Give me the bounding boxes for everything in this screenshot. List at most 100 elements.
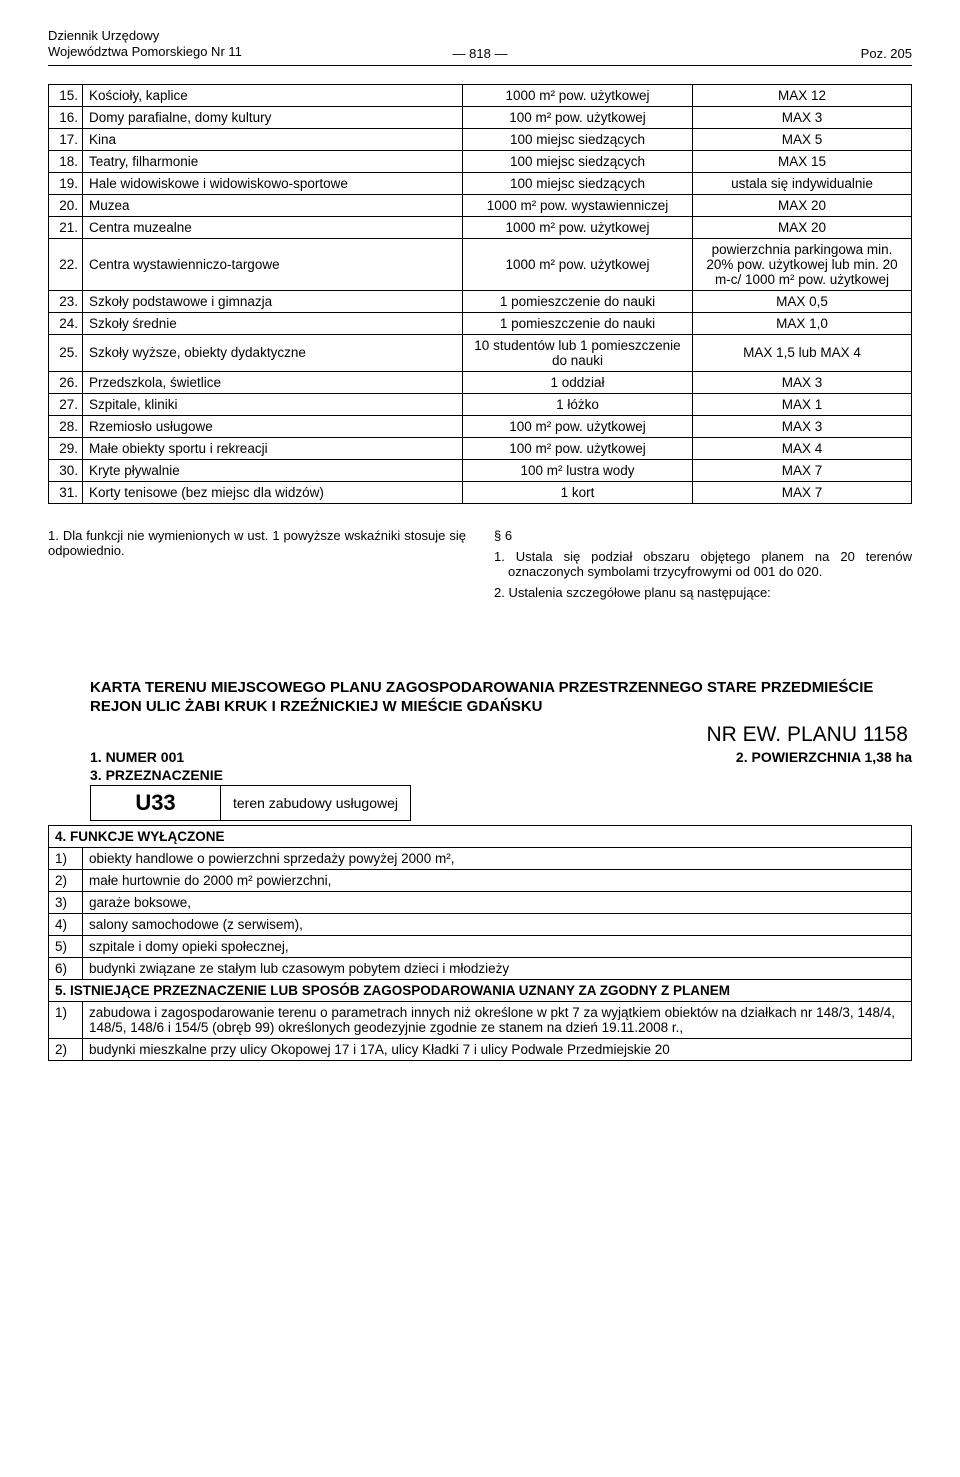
row-limit: MAX 7 xyxy=(693,459,912,481)
row-name: Szpitale, kliniki xyxy=(83,393,463,415)
item-index: 2) xyxy=(49,1038,83,1060)
list-item: 4)salony samochodowe (z serwisem), xyxy=(49,913,912,935)
table-row: 21.Centra muzealne1000 m² pow. użytkowej… xyxy=(49,216,912,238)
row-name: Hale widowiskowe i widowiskowo-sportowe xyxy=(83,172,463,194)
list-item: 5)szpitale i domy opieki społecznej, xyxy=(49,935,912,957)
row-number: 27. xyxy=(49,393,83,415)
row-limit: MAX 3 xyxy=(693,415,912,437)
row-measure: 10 studentów lub 1 pomieszczenie do nauk… xyxy=(463,334,693,371)
row-number: 18. xyxy=(49,150,83,172)
row-measure: 100 miejsc siedzących xyxy=(463,150,693,172)
row-measure: 1 pomieszczenie do nauki xyxy=(463,290,693,312)
row-measure: 1000 m² pow. użytkowej xyxy=(463,216,693,238)
row-measure: 100 m² pow. użytkowej xyxy=(463,106,693,128)
row-name: Szkoły wyższe, obiekty dydaktyczne xyxy=(83,334,463,371)
row-limit: MAX 1 xyxy=(693,393,912,415)
item-text: zabudowa i zagospodarowanie terenu o par… xyxy=(83,1001,912,1038)
card-section-3: 3. PRZEZNACZENIE xyxy=(48,767,912,783)
row-number: 16. xyxy=(49,106,83,128)
table-row: 22.Centra wystawienniczo-targowe1000 m² … xyxy=(49,238,912,290)
row-name: Kościoły, kaplice xyxy=(83,84,463,106)
row-name: Kryte pływalnie xyxy=(83,459,463,481)
row-measure: 100 m² pow. użytkowej xyxy=(463,415,693,437)
row-limit: MAX 20 xyxy=(693,216,912,238)
section-6-heading: § 6 xyxy=(494,528,912,543)
item-text: salony samochodowe (z serwisem), xyxy=(83,913,912,935)
row-limit: MAX 3 xyxy=(693,106,912,128)
row-limit: MAX 7 xyxy=(693,481,912,503)
row-name: Korty tenisowe (bez miejsc dla widzów) xyxy=(83,481,463,503)
table-row: 25.Szkoły wyższe, obiekty dydaktyczne10 … xyxy=(49,334,912,371)
row-measure: 1 łóżko xyxy=(463,393,693,415)
row-limit: MAX 4 xyxy=(693,437,912,459)
table-row: 19.Hale widowiskowe i widowiskowo-sporto… xyxy=(49,172,912,194)
row-measure: 100 miejsc siedzących xyxy=(463,172,693,194)
table-row: 20.Muzea1000 m² pow. wystawienniczejMAX … xyxy=(49,194,912,216)
row-name: Szkoły podstawowe i gimnazja xyxy=(83,290,463,312)
row-name: Domy parafialne, domy kultury xyxy=(83,106,463,128)
row-name: Kina xyxy=(83,128,463,150)
row-number: 20. xyxy=(49,194,83,216)
row-name: Małe obiekty sportu i rekreacji xyxy=(83,437,463,459)
card-sections-table: 4. FUNKCJE WYŁĄCZONE 1)obiekty handlowe … xyxy=(48,825,912,1061)
row-name: Centra muzealne xyxy=(83,216,463,238)
left-col-note: 1. Dla funkcji nie wymienionych w ust. 1… xyxy=(48,528,466,558)
header-rule xyxy=(48,65,912,66)
item-text: szpitale i domy opieki społecznej, xyxy=(83,935,912,957)
section-6-p2: 2. Ustalenia szczegółowe planu są następ… xyxy=(494,585,912,600)
card-area-label: 2. POWIERZCHNIA 1,38 ha xyxy=(736,749,912,765)
row-number: 15. xyxy=(49,84,83,106)
row-number: 17. xyxy=(49,128,83,150)
row-number: 28. xyxy=(49,415,83,437)
table-row: 29.Małe obiekty sportu i rekreacji100 m²… xyxy=(49,437,912,459)
table-row: 26.Przedszkola, świetlice1 oddziałMAX 3 xyxy=(49,371,912,393)
section-4-head: 4. FUNKCJE WYŁĄCZONE xyxy=(49,825,912,847)
table-row: 15.Kościoły, kaplice1000 m² pow. użytkow… xyxy=(49,84,912,106)
item-text: budynki mieszkalne przy ulicy Okopowej 1… xyxy=(83,1038,912,1060)
item-index: 5) xyxy=(49,935,83,957)
item-index: 1) xyxy=(49,1001,83,1038)
row-name: Przedszkola, świetlice xyxy=(83,371,463,393)
row-measure: 1 oddział xyxy=(463,371,693,393)
facility-table: 15.Kościoły, kaplice1000 m² pow. użytkow… xyxy=(48,84,912,504)
row-number: 25. xyxy=(49,334,83,371)
card-title: KARTA TERENU MIEJSCOWEGO PLANU ZAGOSPODA… xyxy=(48,678,912,717)
item-index: 1) xyxy=(49,847,83,869)
row-limit: MAX 12 xyxy=(693,84,912,106)
page-number: — 818 — xyxy=(453,46,508,61)
list-item: 1)zabudowa i zagospodarowanie terenu o p… xyxy=(49,1001,912,1038)
row-limit: MAX 15 xyxy=(693,150,912,172)
position-number: Poz. 205 xyxy=(861,46,912,61)
row-number: 30. xyxy=(49,459,83,481)
table-row: 31.Korty tenisowe (bez miejsc dla widzów… xyxy=(49,481,912,503)
row-measure: 1 kort xyxy=(463,481,693,503)
row-name: Muzea xyxy=(83,194,463,216)
row-number: 22. xyxy=(49,238,83,290)
journal-subtitle: Województwa Pomorskiego Nr 11 xyxy=(48,44,242,60)
row-measure: 1000 m² pow. użytkowej xyxy=(463,238,693,290)
row-limit: powierzchnia parkingowa min. 20% pow. uż… xyxy=(693,238,912,290)
zone-code: U33 xyxy=(91,785,221,820)
list-item: 6)budynki związane ze stałym lub czasowy… xyxy=(49,957,912,979)
table-row: 27.Szpitale, kliniki1 łóżkoMAX 1 xyxy=(49,393,912,415)
item-text: małe hurtownie do 2000 m² powierzchni, xyxy=(83,869,912,891)
row-limit: MAX 1,0 xyxy=(693,312,912,334)
row-number: 23. xyxy=(49,290,83,312)
row-number: 29. xyxy=(49,437,83,459)
row-number: 19. xyxy=(49,172,83,194)
table-row: 18.Teatry, filharmonie100 miejsc siedząc… xyxy=(49,150,912,172)
list-item: 2)małe hurtownie do 2000 m² powierzchni, xyxy=(49,869,912,891)
land-card: KARTA TERENU MIEJSCOWEGO PLANU ZAGOSPODA… xyxy=(48,678,912,1061)
row-measure: 1 pomieszczenie do nauki xyxy=(463,312,693,334)
section-5-head: 5. ISTNIEJĄCE PRZEZNACZENIE LUB SPOSÓB Z… xyxy=(49,979,912,1001)
row-measure: 100 m² lustra wody xyxy=(463,459,693,481)
row-measure: 1000 m² pow. wystawienniczej xyxy=(463,194,693,216)
zone-description: teren zabudowy usługowej xyxy=(221,785,411,820)
row-measure: 100 miejsc siedzących xyxy=(463,128,693,150)
row-limit: MAX 20 xyxy=(693,194,912,216)
list-item: 3)garaże boksowe, xyxy=(49,891,912,913)
row-limit: MAX 0,5 xyxy=(693,290,912,312)
journal-title: Dziennik Urzędowy xyxy=(48,28,242,44)
row-limit: MAX 5 xyxy=(693,128,912,150)
row-measure: 1000 m² pow. użytkowej xyxy=(463,84,693,106)
